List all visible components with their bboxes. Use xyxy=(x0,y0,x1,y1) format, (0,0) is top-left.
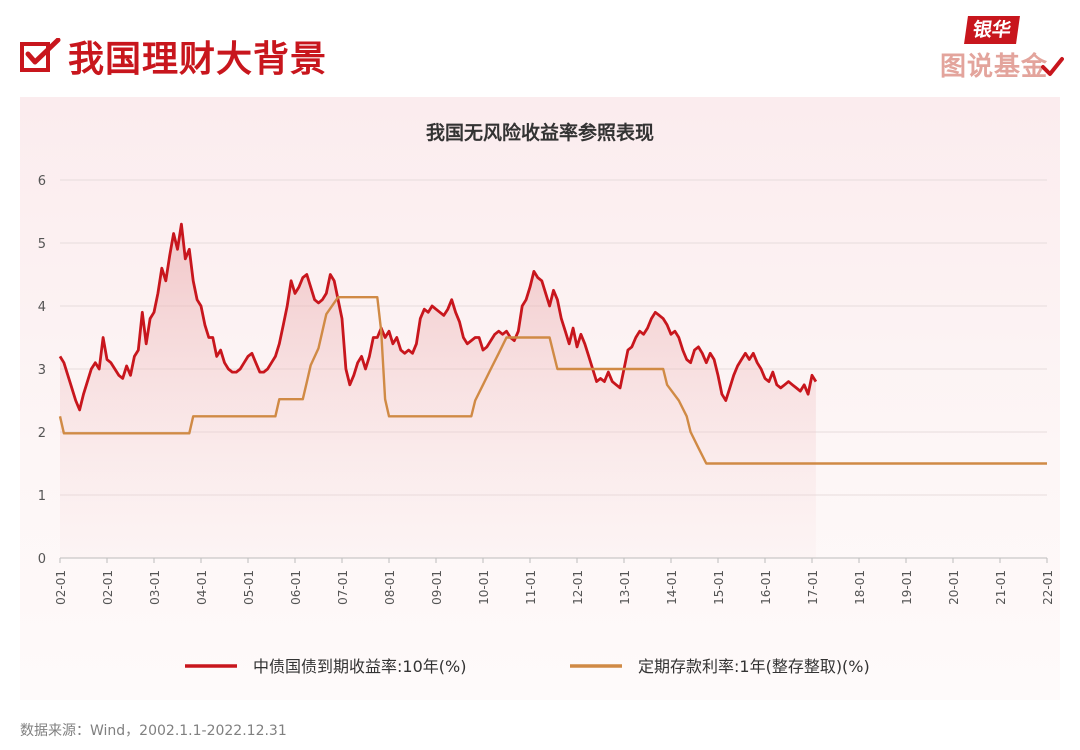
x-tick-label: 21-01 xyxy=(994,570,1008,605)
yield-area xyxy=(60,224,816,558)
legend-label-0: 中债国债到期收益率:10年(%) xyxy=(253,657,466,676)
page-title: 我国理财大背景 xyxy=(68,39,328,80)
data-source-note: 数据来源：Wind，2002.1.1-2022.12.31 xyxy=(20,723,287,739)
x-tick-label: 11-01 xyxy=(524,570,538,605)
x-tick-label: 10-01 xyxy=(477,570,491,605)
y-tick-label: 1 xyxy=(38,489,46,504)
x-tick-label: 04-01 xyxy=(195,570,209,605)
x-tick-label: 06-01 xyxy=(289,570,303,605)
brand-name-bottom: 图说基金 xyxy=(940,52,1049,82)
x-tick-label: 16-01 xyxy=(759,570,773,605)
x-tick-label: 08-01 xyxy=(383,570,397,605)
x-tick-label: 20-01 xyxy=(947,570,961,605)
x-tick-label: 05-01 xyxy=(242,570,256,605)
x-tick-label: 18-01 xyxy=(853,570,867,605)
page-header: 我国理财大背景 银华 图说基金 xyxy=(0,0,1080,92)
x-axis: 02-01 02-01 03-01 04-01 05-01 06-01 07-01 08-01… xyxy=(54,557,1055,605)
brand-logo: 银华 图说基金 xyxy=(936,16,1066,82)
series-line-0 xyxy=(58,222,818,412)
chart-title: 我国无风险收益率参照表现 xyxy=(426,121,654,144)
y-tick-label: 5 xyxy=(38,237,46,252)
x-tick-label: 15-01 xyxy=(712,570,726,605)
legend-label-1: 定期存款利率:1年(整存整取)(%) xyxy=(638,657,870,676)
x-tick-label: 03-01 xyxy=(148,570,162,605)
x-tick-label: 07-01 xyxy=(336,570,350,605)
series-area xyxy=(60,224,816,558)
legend: 中债国债到期收益率:10年(%) 定期存款利率:1年(整存整取)(%) xyxy=(185,657,870,676)
x-tick-label: 02-01 xyxy=(54,570,68,605)
chart-panel: 我国无风险收益率参照表现 0 1 2 3 4 5 6 02-01 02-01 03-01 04-0… xyxy=(20,97,1060,700)
series-line-1 xyxy=(58,296,1047,465)
x-tick-label: 19-01 xyxy=(900,570,914,605)
x-tick-label: 22-01 xyxy=(1041,570,1055,605)
series-lines xyxy=(58,222,1047,465)
brand-check-icon xyxy=(1041,57,1064,76)
x-tick-label: 09-01 xyxy=(430,570,444,605)
x-tick-label: 17-01 xyxy=(806,570,820,605)
y-tick-label: 6 xyxy=(38,174,46,189)
x-tick-label: 12-01 xyxy=(571,570,585,605)
y-axis: 0 1 2 3 4 5 6 xyxy=(38,174,46,567)
checkbox-check-icon xyxy=(20,38,61,72)
y-tick-label: 2 xyxy=(38,426,46,441)
chart-svg: 我国无风险收益率参照表现 0 1 2 3 4 5 6 02-01 02-01 03-01 04-0… xyxy=(38,121,1055,676)
y-tick-label: 4 xyxy=(38,300,46,315)
brand-name-top: 银华 xyxy=(964,16,1020,44)
x-tick-label: 02-01 xyxy=(101,570,115,605)
y-tick-label: 3 xyxy=(38,363,46,378)
x-tick-label: 14-01 xyxy=(665,570,679,605)
y-tick-label: 0 xyxy=(38,552,46,567)
x-tick-label: 13-01 xyxy=(618,570,632,605)
